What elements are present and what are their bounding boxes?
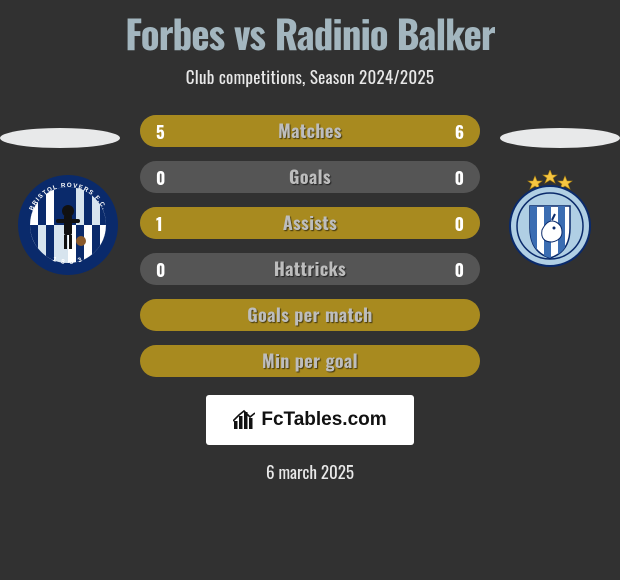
comparison-card: Forbes vs Radinio Balker Club competitio… <box>0 0 620 580</box>
stats-list: Matches56Goals00Assists10Hattricks00Goal… <box>70 115 550 377</box>
brand-text: FcTables.com <box>261 409 386 431</box>
stat-value-right: 6 <box>439 115 480 147</box>
stat-value-right: 0 <box>439 253 480 285</box>
brand-badge: FcTables.com <box>206 395 414 445</box>
player-photo-placeholder-left <box>0 128 120 148</box>
stat-row: Hattricks 0 0 <box>140 253 480 285</box>
player-photo-placeholder-right <box>500 128 620 148</box>
stat-label: Assists <box>283 210 337 236</box>
stat-row: Matches 5 6 <box>140 115 480 147</box>
stat-value-left: 0 <box>140 253 181 285</box>
club-badge-right <box>508 170 592 270</box>
vs-label: vs <box>234 4 265 62</box>
bar-chart-icon <box>233 409 255 431</box>
player1-name: Forbes <box>125 4 224 62</box>
stat-value-right: 0 <box>439 161 480 193</box>
stat-row: Goals 0 0 <box>140 161 480 193</box>
stat-row: Min per goal <box>140 345 480 377</box>
stat-label: Min per goal <box>262 348 358 374</box>
stat-label: Goals <box>289 164 331 190</box>
stat-value-left: 1 <box>140 207 179 239</box>
player2-name: Radinio Balker <box>275 4 495 62</box>
stat-row: Assists 1 0 <box>140 207 480 239</box>
stat-label: Matches <box>278 118 342 144</box>
stat-row: Goals per match <box>140 299 480 331</box>
stat-label: Goals per match <box>247 302 372 328</box>
page-title: Forbes vs Radinio Balker <box>0 4 620 62</box>
stat-value-left: 5 <box>140 115 181 147</box>
date-label: 6 march 2025 <box>0 459 620 484</box>
stat-value-left: 0 <box>140 161 181 193</box>
stat-value-right: 0 <box>439 207 480 239</box>
club-badge-left: BRISTOL ROVERS F.C. 1 8 8 3 <box>18 175 118 275</box>
subtitle: Club competitions, Season 2024/2025 <box>0 64 620 89</box>
stat-label: Hattricks <box>274 256 346 282</box>
